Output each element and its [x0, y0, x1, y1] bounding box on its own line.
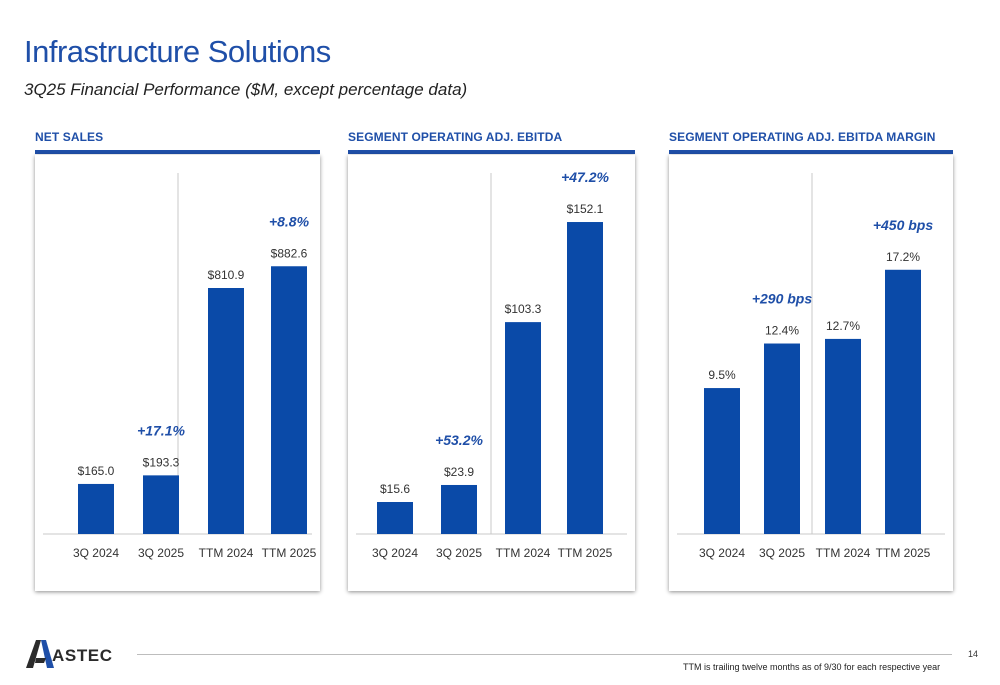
x-tick-label: 3Q 2025 — [436, 546, 482, 560]
ebitda-chart-panel: $15.6 3Q 2024 $23.9 3Q 2025 $103.3 TTM 2024 $1… — [348, 155, 635, 591]
bar — [143, 475, 179, 534]
ebitda-margin-chart: 9.5% 3Q 2024 12.4% 3Q 2025 12.7% TTM 2024 17.2… — [677, 173, 945, 560]
brand-wordmark: ASTEC — [52, 646, 113, 665]
bar — [271, 266, 307, 534]
growth-annotation: +290 bps — [752, 291, 813, 307]
bar — [78, 483, 114, 534]
ebitda-title: SEGMENT OPERATING ADJ. EBITDA — [348, 130, 563, 144]
bar — [885, 269, 921, 534]
ebitda-margin-rule — [669, 150, 953, 154]
data-label: 12.4% — [765, 324, 799, 338]
ebitda-chart: $15.6 3Q 2024 $23.9 3Q 2025 $103.3 TTM 2024 $1… — [356, 169, 627, 560]
footnote: TTM is trailing twelve months as of 9/30… — [683, 662, 941, 672]
astec-logo-icon — [26, 640, 54, 668]
bar — [825, 338, 861, 534]
page-number: 14 — [968, 649, 979, 659]
ebitda-rule — [348, 150, 635, 154]
x-tick-label: 3Q 2024 — [372, 546, 418, 560]
bar — [505, 322, 541, 534]
bar — [208, 288, 244, 534]
net-sales-rule — [35, 150, 320, 154]
data-label: $882.6 — [271, 246, 308, 260]
x-tick-label: 3Q 2024 — [699, 546, 745, 560]
footer-divider — [137, 654, 952, 655]
net-sales-title: NET SALES — [35, 130, 104, 144]
x-tick-label: TTM 2024 — [496, 546, 551, 560]
bar — [441, 484, 477, 534]
bar — [764, 343, 800, 534]
data-label: $810.9 — [208, 268, 245, 282]
page-title: Infrastructure Solutions — [24, 34, 331, 69]
growth-annotation: +450 bps — [873, 217, 934, 233]
ebitda-margin-chart-panel: 9.5% 3Q 2024 12.4% 3Q 2025 12.7% TTM 2024 17.2… — [669, 155, 953, 591]
data-label: $23.9 — [444, 465, 474, 479]
data-label: $15.6 — [380, 482, 410, 496]
data-label: $165.0 — [78, 464, 115, 478]
data-label: 12.7% — [826, 319, 860, 333]
net-sales-chart-panel: $165.0 3Q 2024 $193.3 3Q 2025 $810.9 TTM 2024… — [35, 155, 320, 591]
growth-annotation: +17.1% — [137, 422, 185, 438]
x-tick-label: TTM 2025 — [876, 546, 931, 560]
growth-annotation: +47.2% — [561, 169, 609, 185]
ebitda-margin-title: SEGMENT OPERATING ADJ. EBITDA MARGIN — [669, 130, 936, 144]
page-subtitle: 3Q25 Financial Performance ($M, except p… — [24, 80, 468, 99]
x-tick-label: TTM 2025 — [558, 546, 613, 560]
x-tick-label: TTM 2024 — [199, 546, 254, 560]
x-tick-label: 3Q 2025 — [759, 546, 805, 560]
data-label: $103.3 — [505, 302, 542, 316]
x-tick-label: TTM 2025 — [262, 546, 317, 560]
x-tick-label: TTM 2024 — [816, 546, 871, 560]
x-tick-label: 3Q 2024 — [73, 546, 119, 560]
data-label: $193.3 — [143, 455, 180, 469]
x-tick-label: 3Q 2025 — [138, 546, 184, 560]
bar — [377, 502, 413, 534]
bar — [567, 222, 603, 534]
data-label: $152.1 — [567, 202, 604, 216]
growth-annotation: +53.2% — [435, 432, 483, 448]
net-sales-chart: $165.0 3Q 2024 $193.3 3Q 2025 $810.9 TTM 2024… — [43, 173, 317, 560]
data-label: 9.5% — [708, 368, 736, 382]
data-label: 17.2% — [886, 250, 920, 264]
bar — [704, 388, 740, 534]
growth-annotation: +8.8% — [269, 213, 310, 229]
